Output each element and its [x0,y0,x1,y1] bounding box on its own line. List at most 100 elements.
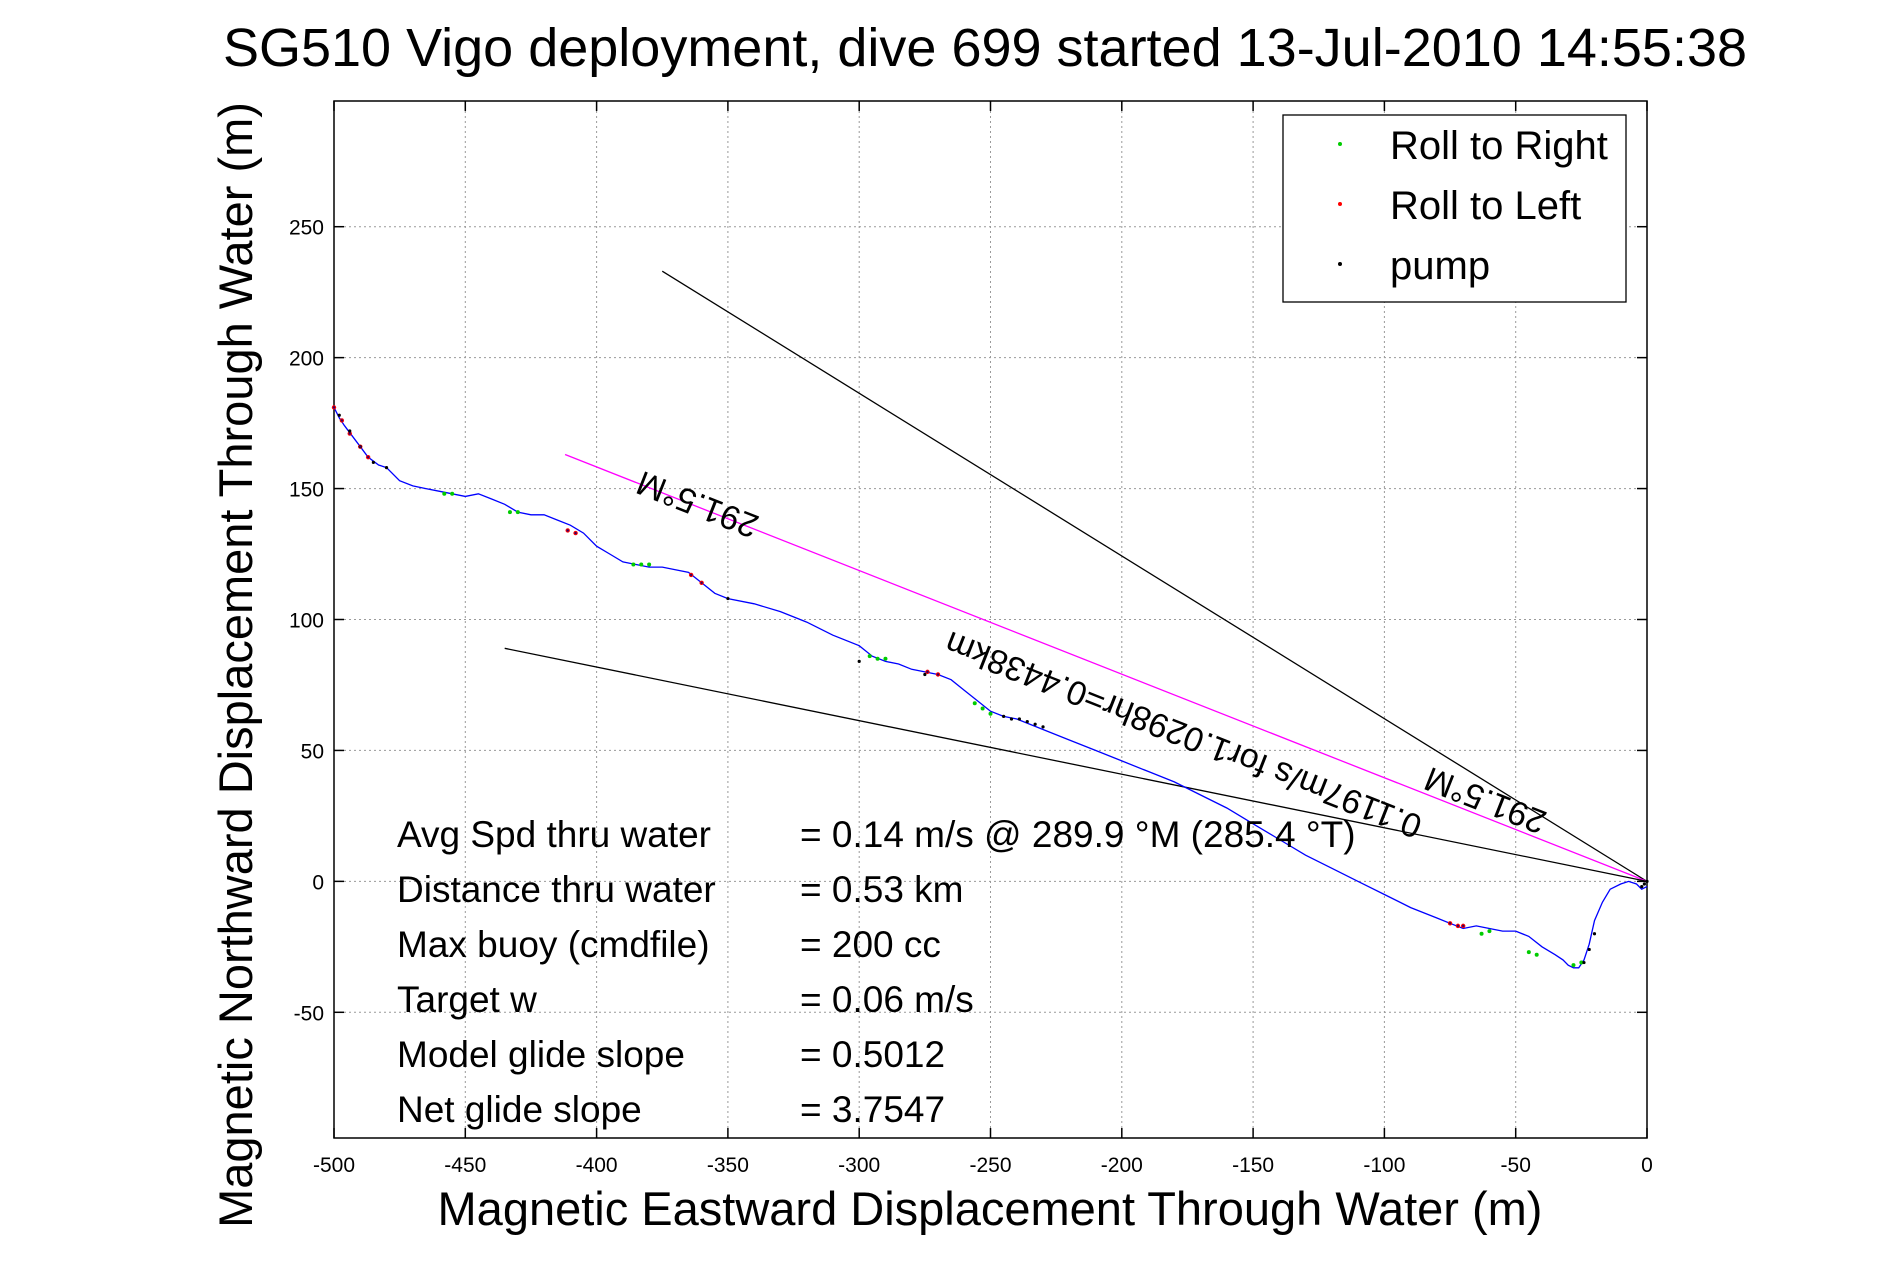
pump-point [348,429,352,433]
roll-left-pump-point [689,573,693,577]
roll-left-pump-point [340,419,344,422]
legend-box [1282,114,1627,303]
heading-reference-line [564,453,1648,882]
stat-label: Target w [397,979,537,1020]
x-tick-label: -400 [576,1154,618,1177]
y-tick-label: 250 [289,217,324,240]
x-tick-label: -200 [1101,1154,1143,1177]
x-tick-label: -150 [1232,1154,1274,1177]
roll-right-point [1487,929,1492,934]
roll-right-point [515,510,520,515]
roll-left-pump-point [1456,924,1460,928]
stat-value: = 0.5012 [800,1034,945,1075]
legend: Roll to Right Roll to Left pump [1282,114,1627,303]
track-line [333,407,1648,969]
y-axis-ticks: 250 200 150 100 50 0 -50 [289,217,1647,1025]
roll-left-pump-point [700,581,703,585]
roll-left-pump-point [332,406,336,409]
pump-point [1645,879,1649,883]
x-tick-label: -50 [1501,1154,1531,1177]
roll-right-point [980,706,985,711]
stat-label: Model glide slope [397,1034,685,1075]
x-axis-ticks: -500 -450 -400 -350 -300 -250 -200 -150 -100 -50 0 [313,101,1653,1177]
x-axis-label: Magnetic Eastward Displacement Through W… [438,1182,1543,1235]
stat-value: = 0.14 m/s @ 289.9 °M (285.4 °T) [800,814,1356,855]
pump-point [1592,932,1597,936]
pump-point [857,659,861,663]
roll-right-point [883,656,888,661]
chart-title: SG510 Vigo deployment, dive 699 started … [223,18,1747,78]
x-tick-label: -300 [838,1154,880,1177]
roll-left-pump-point [936,673,940,676]
grid-lines [334,101,1647,1138]
pump-point [1025,720,1029,724]
roll-right-point [1571,963,1576,968]
x-tick-label: -450 [444,1154,486,1177]
legend-marker [1338,202,1342,206]
y-tick-label: 50 [301,740,324,763]
x-tick-label: -250 [969,1154,1011,1177]
y-tick-label: 200 [289,348,324,371]
legend-marker [1338,142,1342,146]
roll-right-point [1479,931,1484,936]
roll-right-point [507,510,512,515]
roll-right-point [867,654,872,659]
legend-label: Roll to Left [1390,184,1581,228]
roll-left-pump-point [348,432,351,435]
pump-point [1041,725,1045,729]
pump-point [1002,714,1006,718]
y-tick-label: 0 [312,871,324,894]
roll-left-pump-point [574,531,577,535]
stat-label: Max buoy (cmdfile) [397,924,710,965]
pump-point [371,460,375,464]
legend-label: pump [1390,244,1490,288]
roll-right-point [1534,952,1539,957]
roll-left-pump-point [1448,922,1452,925]
x-tick-label: -500 [313,1154,355,1177]
legend-label: Roll to Right [1390,124,1608,168]
dive-track [333,407,1648,969]
stat-label: Distance thru water [397,869,716,910]
pump-point [1017,717,1021,721]
pump-point [1582,960,1586,965]
stat-value: = 200 cc [800,924,941,965]
pump-point [337,413,341,417]
x-tick-label: 0 [1641,1154,1653,1177]
roll-left-pump-point [926,670,929,674]
heading-reference-line [661,270,1648,882]
roll-left-pump-point [566,529,569,532]
stat-label: Avg Spd thru water [397,814,711,855]
y-axis-label: Magnetic Northward Displacement Through … [209,102,262,1228]
stat-value: = 0.06 m/s [800,979,974,1020]
roll-left-pump-point [1461,924,1465,928]
x-tick-label: -350 [707,1154,749,1177]
y-tick-label: 100 [289,610,324,633]
y-tick-label: -50 [294,1002,324,1025]
pump-point [1009,717,1014,721]
roll-left-pump-point [366,455,370,459]
legend-marker [1338,262,1342,266]
reference-lines [504,270,1648,883]
roll-right-point [972,701,977,706]
roll-right-point [450,491,455,496]
stat-label: Net glide slope [397,1089,642,1130]
roll-right-point [1526,950,1531,955]
roll-right-point [631,562,636,567]
x-tick-label: -100 [1363,1154,1405,1177]
pump-point [1640,885,1644,889]
roll-right-point [647,562,652,567]
roll-right-point [639,562,644,567]
dive-statistics: Avg Spd thru water = 0.14 m/s @ 289.9 °M … [397,814,1356,1130]
roll-left-pump-point [359,445,362,448]
pump-point [384,466,389,470]
roll-pump-markers [331,405,1649,968]
pump-point [1642,882,1646,886]
y-tick-label: 150 [289,479,324,502]
roll-right-point [442,491,447,496]
pump-point [1587,947,1591,952]
stat-value: = 3.7547 [800,1089,945,1130]
pump-point [726,596,730,601]
pump-point [1033,722,1037,726]
roll-right-point [988,711,993,716]
